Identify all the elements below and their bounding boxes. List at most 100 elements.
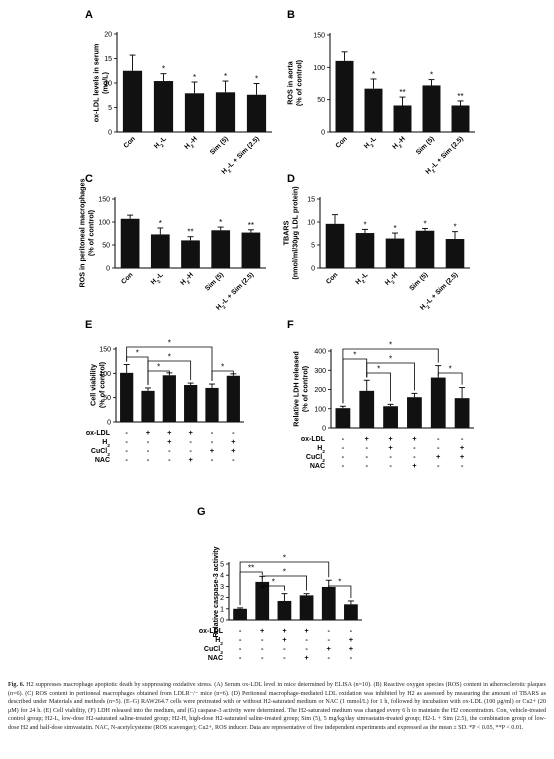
panel-letter: A [85, 9, 93, 21]
caption-label: Fig. 6. [8, 682, 25, 688]
treatment-mark: - [239, 626, 242, 635]
treatment-mark: - [305, 644, 308, 653]
treatment-mark: + [460, 443, 465, 452]
significance-bracket [437, 372, 463, 385]
treatment-mark: - [147, 437, 150, 446]
treatment-mark: - [328, 653, 331, 662]
x-tick-label: Con [123, 135, 137, 149]
treatment-mark: + [304, 653, 309, 662]
y-tick-label: 3 [220, 584, 224, 591]
treatment-mark: + [365, 434, 370, 443]
treatment-mark: + [188, 455, 193, 464]
treatment-mark: + [327, 644, 332, 653]
treatment-mark: + [436, 452, 441, 461]
x-tick-text: H2-L [363, 135, 380, 152]
treatment-row-label: H2 [215, 637, 223, 647]
treatment-mark: - [125, 437, 128, 446]
y-tick-label: 50 [317, 97, 325, 104]
treatment-row-label: NAC [208, 655, 223, 662]
significance-bracket [211, 370, 234, 382]
treatment-mark: - [239, 644, 242, 653]
treatment-mark: - [261, 635, 264, 644]
bar [162, 375, 176, 422]
treatment-row-label: ox-LDL [301, 436, 326, 443]
bar [184, 385, 198, 422]
x-tick-label: Con [335, 135, 349, 149]
significance-label: * [389, 355, 392, 364]
x-tick-text: Con [325, 271, 339, 285]
significance-label: ** [399, 88, 405, 97]
significance-label: * [193, 73, 196, 82]
treatment-mark: - [437, 461, 440, 470]
treatment-mark: - [366, 452, 369, 461]
treatment-mark: - [389, 452, 392, 461]
x-tick-label: H2-H [384, 271, 399, 286]
y-axis-label-line: (% of control) [295, 59, 304, 106]
bar [335, 408, 351, 428]
y-tick-label: 10 [307, 220, 315, 227]
treatment-mark: - [437, 434, 440, 443]
x-tick-text: H2-H [392, 135, 409, 152]
treatment-mark: + [388, 443, 393, 452]
treatment-mark: - [125, 428, 128, 437]
x-tick-text: H2-L [150, 271, 167, 288]
y-axis-label-line: Relative caspase-3 activity [211, 546, 220, 637]
significance-label: * [272, 578, 275, 587]
bar [181, 240, 200, 268]
bar [122, 70, 143, 132]
x-tick-label: H2-L [363, 135, 380, 152]
treatment-mark: - [342, 461, 345, 470]
bar [335, 60, 354, 132]
significance-label: * [283, 568, 286, 577]
significance-label: ** [248, 221, 254, 230]
panel-d: D 0 5 10 15 TBARS (nmol/ml/30μg LDL protein) * *… [282, 173, 470, 312]
bar [255, 581, 270, 620]
y-tick-label: 15 [104, 56, 112, 63]
treatment-mark: - [342, 443, 345, 452]
treatment-mark: + [282, 635, 287, 644]
treatment-mark: - [305, 635, 308, 644]
treatment-mark: + [349, 644, 354, 653]
bar [393, 105, 412, 132]
x-tick-label: H2-L [153, 135, 168, 150]
treatment-mark: - [147, 446, 150, 455]
y-tick-label: 5 [220, 562, 224, 569]
y-axis-label-line: (% of control) [301, 365, 310, 412]
y-tick-label: 15 [307, 197, 315, 204]
significance-bracket [366, 362, 415, 391]
significance-bracket [328, 585, 352, 598]
y-tick-label: 0 [107, 420, 111, 427]
significance-label: * [430, 71, 433, 80]
x-tick-label: Sim (5) [415, 135, 436, 156]
treatment-mark: + [282, 626, 287, 635]
panel-letter: C [85, 173, 93, 185]
x-tick-text: H2-H [180, 271, 197, 288]
treatment-mark: - [413, 443, 416, 452]
y-tick-label: 50 [103, 395, 111, 402]
treatment-mark: - [211, 455, 214, 464]
treatment-mark: - [189, 446, 192, 455]
y-axis-label-line: (nmol/ml/30μg LDL protein) [291, 186, 300, 280]
bar [415, 230, 435, 268]
treatment-mark: - [147, 455, 150, 464]
significance-label: * [338, 578, 341, 587]
significance-bracket [147, 360, 192, 385]
y-tick-label: 4 [220, 573, 224, 580]
bar [277, 600, 292, 620]
significance-label: * [389, 341, 392, 350]
significance-label: * [353, 351, 356, 360]
treatment-mark: - [211, 437, 214, 446]
x-tick-text: Con [335, 135, 349, 149]
y-axis-label: Cell viability (% of control) [89, 361, 107, 408]
y-tick-label: 0 [220, 618, 224, 625]
y-tick-label: 50 [102, 243, 110, 250]
significance-label: * [159, 219, 162, 228]
significance-bracket [342, 348, 439, 404]
y-tick-label: 150 [313, 33, 325, 40]
y-tick-label: 0 [106, 266, 110, 273]
treatment-mark: - [342, 434, 345, 443]
y-tick-label: 150 [99, 347, 111, 354]
significance-label: * [393, 224, 396, 233]
y-axis-label-line: (% of control) [87, 209, 96, 256]
bar [226, 375, 240, 422]
